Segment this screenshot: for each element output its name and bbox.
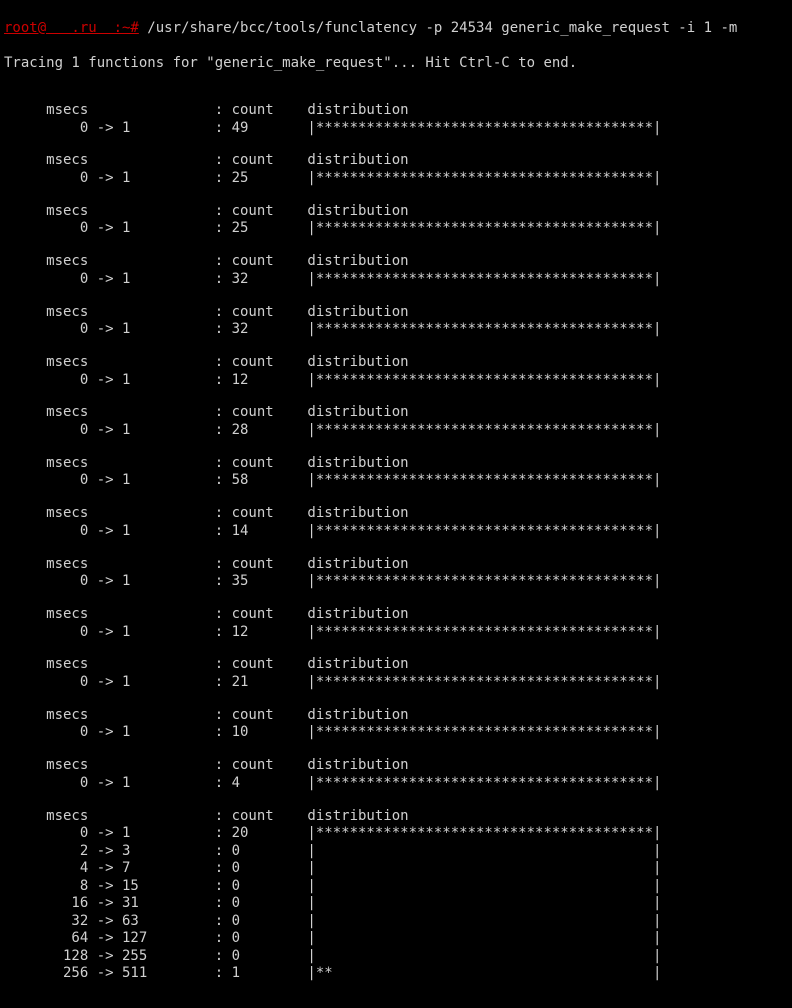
histogram-block: msecs : count distribution 0 -> 1 : 10 |…	[4, 707, 788, 742]
histogram-block: msecs : count distribution 0 -> 1 : 4 |*…	[4, 757, 788, 792]
histogram-header: msecs : count distribution	[4, 505, 788, 523]
histogram-header: msecs : count distribution	[4, 808, 788, 826]
histogram-block: msecs : count distribution 0 -> 1 : 35 |…	[4, 556, 788, 591]
histogram-block: msecs : count distribution 0 -> 1 : 21 |…	[4, 656, 788, 691]
histogram-header: msecs : count distribution	[4, 606, 788, 624]
histogram-header: msecs : count distribution	[4, 203, 788, 221]
trace-status-line: Tracing 1 functions for "generic_make_re…	[4, 55, 788, 73]
histogram-header: msecs : count distribution	[4, 556, 788, 574]
histogram-row: 0 -> 1 : 12 |***************************…	[4, 624, 788, 642]
histogram-blocks: msecs : count distribution 0 -> 1 : 49 |…	[4, 102, 788, 982]
histogram-block: msecs : count distribution 0 -> 1 : 25 |…	[4, 152, 788, 187]
histogram-row: 0 -> 1 : 35 |***************************…	[4, 573, 788, 591]
prompt-line: root@ .ru :~# /usr/share/bcc/tools/funcl…	[4, 20, 788, 38]
prompt-command: /usr/share/bcc/tools/funclatency -p 2453…	[147, 20, 737, 36]
histogram-row: 32 -> 63 : 0 | |	[4, 913, 788, 931]
histogram-row: 0 -> 1 : 10 |***************************…	[4, 724, 788, 742]
histogram-row: 0 -> 1 : 58 |***************************…	[4, 472, 788, 490]
histogram-row: 0 -> 1 : 21 |***************************…	[4, 674, 788, 692]
histogram-block: msecs : count distribution 0 -> 1 : 58 |…	[4, 455, 788, 490]
histogram-block: msecs : count distribution 0 -> 1 : 12 |…	[4, 606, 788, 641]
histogram-row: 0 -> 1 : 25 |***************************…	[4, 170, 788, 188]
histogram-block: msecs : count distribution 0 -> 1 : 12 |…	[4, 354, 788, 389]
histogram-row: 0 -> 1 : 4 |****************************…	[4, 775, 788, 793]
histogram-header: msecs : count distribution	[4, 707, 788, 725]
histogram-row: 0 -> 1 : 32 |***************************…	[4, 321, 788, 339]
histogram-header: msecs : count distribution	[4, 404, 788, 422]
histogram-header: msecs : count distribution	[4, 102, 788, 120]
histogram-row: 128 -> 255 : 0 | |	[4, 948, 788, 966]
histogram-row: 0 -> 1 : 25 |***************************…	[4, 220, 788, 238]
histogram-block: msecs : count distribution 0 -> 1 : 25 |…	[4, 203, 788, 238]
histogram-row: 0 -> 1 : 12 |***************************…	[4, 372, 788, 390]
histogram-row: 0 -> 1 : 14 |***************************…	[4, 523, 788, 541]
histogram-row: 16 -> 31 : 0 | |	[4, 895, 788, 913]
histogram-header: msecs : count distribution	[4, 455, 788, 473]
histogram-row: 8 -> 15 : 0 | |	[4, 878, 788, 896]
histogram-block: msecs : count distribution 0 -> 1 : 28 |…	[4, 404, 788, 439]
histogram-header: msecs : count distribution	[4, 354, 788, 372]
histogram-header: msecs : count distribution	[4, 757, 788, 775]
histogram-block: msecs : count distribution 0 -> 1 : 49 |…	[4, 102, 788, 137]
histogram-block: msecs : count distribution 0 -> 1 : 20 |…	[4, 808, 788, 983]
histogram-row: 0 -> 1 : 28 |***************************…	[4, 422, 788, 440]
histogram-row: 2 -> 3 : 0 | |	[4, 843, 788, 861]
terminal-output: root@ .ru :~# /usr/share/bcc/tools/funcl…	[0, 0, 792, 1008]
histogram-row: 0 -> 1 : 49 |***************************…	[4, 120, 788, 138]
histogram-header: msecs : count distribution	[4, 253, 788, 271]
histogram-block: msecs : count distribution 0 -> 1 : 32 |…	[4, 304, 788, 339]
histogram-header: msecs : count distribution	[4, 656, 788, 674]
prompt-user-host: root@ .ru :~#	[4, 20, 139, 36]
histogram-block: msecs : count distribution 0 -> 1 : 32 |…	[4, 253, 788, 288]
histogram-row: 4 -> 7 : 0 | |	[4, 860, 788, 878]
histogram-header: msecs : count distribution	[4, 304, 788, 322]
histogram-block: msecs : count distribution 0 -> 1 : 14 |…	[4, 505, 788, 540]
histogram-row: 0 -> 1 : 20 |***************************…	[4, 825, 788, 843]
histogram-row: 64 -> 127 : 0 | |	[4, 930, 788, 948]
histogram-row: 256 -> 511 : 1 |** |	[4, 965, 788, 983]
histogram-header: msecs : count distribution	[4, 152, 788, 170]
histogram-row: 0 -> 1 : 32 |***************************…	[4, 271, 788, 289]
